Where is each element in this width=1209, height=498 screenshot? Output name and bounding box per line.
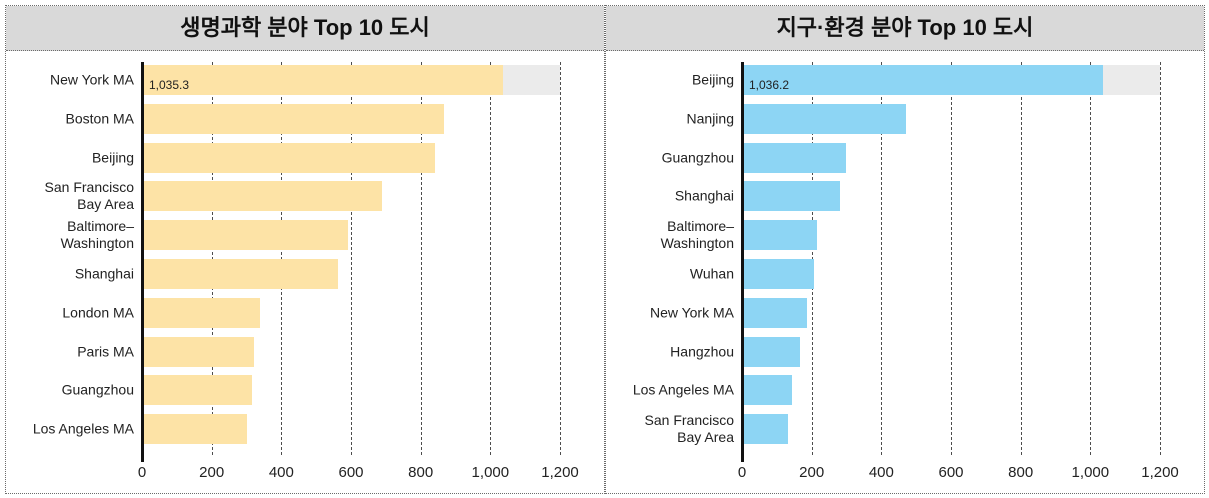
category-label: Nanjing — [686, 110, 734, 127]
bar-chart-plot: Beijing Nanjing Guangzhou Shanghai Baltimore… — [606, 51, 1204, 493]
category-label: Boston MA — [65, 110, 134, 127]
x-tick-label: 200 — [199, 464, 225, 481]
category-label: Beijing — [691, 71, 734, 88]
category-label: Shanghai — [74, 265, 134, 282]
bar-new-york-ma — [742, 297, 807, 328]
gridline — [1090, 62, 1092, 455]
bar-los-angeles-ma — [742, 375, 792, 406]
x-tick-label: 1,200 — [541, 464, 579, 481]
x-tick-label: 400 — [868, 464, 894, 481]
bar-shanghai — [742, 181, 840, 212]
bar-nanjing — [742, 103, 906, 134]
x-tick-label: 400 — [268, 464, 294, 481]
x-tick-label: 800 — [408, 464, 434, 481]
category-label: Baltimore– Washington — [60, 218, 134, 252]
x-tick-label: 600 — [338, 464, 364, 481]
bar-boston-ma — [142, 103, 444, 134]
earth-environment-panel: 지구·환경 분야 Top 10 도시 Beijing Nanjing Guangzh… — [605, 5, 1205, 494]
chart-title: 생명과학 분야 Top 10 도시 — [6, 6, 604, 51]
category-label: New York MA — [649, 304, 734, 321]
bar-guangzhou — [142, 375, 253, 406]
category-label: London MA — [62, 304, 134, 321]
x-tick-label: 0 — [137, 464, 147, 481]
bar-paris-ma — [142, 336, 255, 367]
gridline — [1160, 62, 1161, 455]
category-label: Guangzhou — [661, 149, 734, 166]
category-label: Guangzhou — [61, 381, 134, 398]
gridline — [211, 62, 213, 455]
bar-los-angeles-ma — [142, 414, 247, 445]
bar-hangzhou — [742, 336, 800, 367]
category-label: San Francisco Bay Area — [644, 412, 734, 446]
x-tick-label: 600 — [938, 464, 964, 481]
gridline — [490, 62, 492, 455]
bar-beijing — [742, 65, 1103, 95]
gridline — [951, 62, 952, 455]
gridline — [811, 62, 813, 455]
bar-beijing — [142, 142, 435, 173]
gridline — [281, 62, 283, 455]
category-label: New York MA — [49, 71, 134, 88]
category-label: Los Angeles MA — [32, 420, 134, 437]
gridline — [881, 62, 883, 455]
gridline — [1020, 62, 1022, 455]
bar-wuhan — [742, 259, 814, 289]
category-label: Los Angeles MA — [632, 381, 734, 398]
x-tick-label: 1,000 — [471, 464, 510, 481]
bar-baltimore-washington — [742, 220, 817, 251]
category-label: Hangzhou — [670, 343, 734, 360]
gridline — [351, 62, 352, 455]
bar-chart-plot: New York MA Boston MA Beijing San Francisco… — [6, 51, 604, 493]
category-label: San Francisco Bay Area — [44, 179, 134, 213]
y-axis-line — [141, 62, 144, 462]
chart-title: 지구·환경 분야 Top 10 도시 — [606, 6, 1204, 51]
bar-baltimore-washington — [142, 220, 348, 251]
data-label: 1,036.2 — [749, 78, 790, 92]
x-tick-label: 1,000 — [1071, 464, 1110, 481]
gridline — [420, 62, 422, 455]
x-tick-label: 0 — [737, 464, 747, 481]
gridline — [560, 62, 561, 455]
x-tick-label: 1,200 — [1141, 464, 1179, 481]
category-label: Baltimore– Washington — [660, 218, 734, 252]
bar-shanghai — [142, 259, 339, 289]
category-label: Wuhan — [689, 265, 734, 282]
bar-london-ma — [142, 297, 261, 328]
category-label: Paris MA — [77, 343, 134, 360]
bar-guangzhou — [742, 142, 846, 173]
x-tick-label: 800 — [1008, 464, 1034, 481]
y-axis-line — [741, 62, 744, 462]
bar-new-york-ma — [142, 65, 503, 95]
x-tick-label: 200 — [799, 464, 825, 481]
life-sciences-panel: 생명과학 분야 Top 10 도시 New York MA Boston MA Be… — [5, 5, 605, 494]
category-label: Shanghai — [674, 187, 734, 204]
bar-san-francisco-bay-area — [142, 181, 382, 212]
data-label: 1,035.3 — [149, 78, 190, 92]
category-label: Beijing — [91, 149, 134, 166]
bar-san-francisco-bay-area — [742, 414, 788, 445]
